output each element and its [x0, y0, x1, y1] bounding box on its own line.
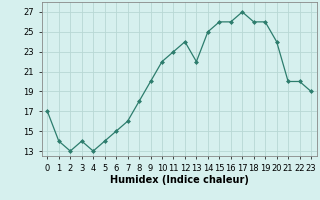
X-axis label: Humidex (Indice chaleur): Humidex (Indice chaleur)	[110, 175, 249, 185]
